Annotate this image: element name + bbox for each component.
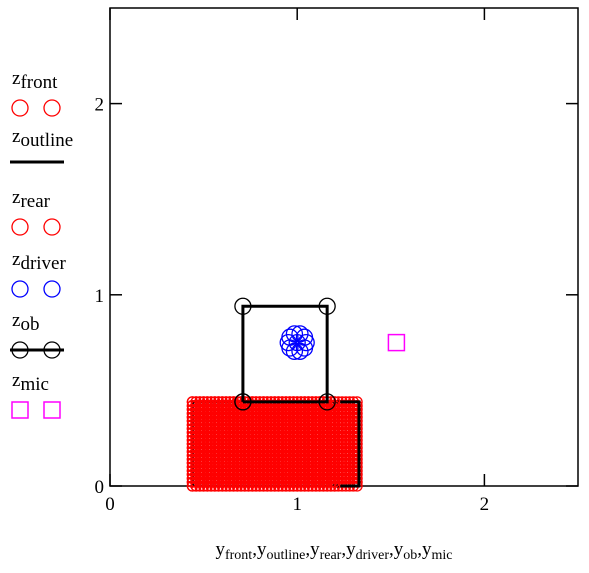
data-point	[328, 438, 341, 450]
series-ob	[234, 297, 336, 411]
data-point	[351, 434, 363, 446]
data-point	[318, 393, 336, 411]
data-point	[328, 480, 341, 492]
axis-tick-labels: 0 1 2 0 1 2	[95, 95, 490, 515]
data-point	[295, 339, 314, 357]
data-point	[288, 333, 306, 352]
data-point	[387, 333, 406, 352]
data-point	[328, 407, 341, 419]
x-tick-label: 2	[480, 494, 490, 515]
data-point	[351, 422, 363, 435]
data-point	[351, 407, 363, 419]
axis-ticks	[109, 8, 578, 487]
y-tick-label: 2	[95, 95, 105, 116]
data-point	[318, 297, 336, 315]
data-point	[328, 472, 341, 485]
data-point	[351, 453, 363, 465]
data-point	[234, 393, 252, 411]
data-point	[328, 453, 341, 465]
data-point	[234, 297, 252, 315]
data-point	[351, 438, 363, 450]
data-point	[351, 415, 363, 427]
data-point	[328, 415, 341, 427]
data-point	[328, 465, 341, 477]
data-point	[328, 426, 341, 439]
data-point	[351, 419, 363, 431]
data-point	[297, 333, 315, 352]
legend-marker	[43, 99, 61, 117]
data-point	[281, 339, 299, 357]
chart-marks	[186, 297, 406, 492]
data-point	[279, 333, 297, 352]
series-driver	[279, 325, 315, 360]
data-point	[351, 411, 363, 423]
legend: zfront zoutline zrear zdriver zob zmic	[10, 68, 73, 419]
legend-marker	[11, 401, 29, 419]
legend-label-ob: zob	[12, 310, 39, 335]
data-point	[351, 465, 363, 477]
data-point	[351, 403, 363, 416]
data-point	[351, 461, 363, 473]
legend-marker	[43, 341, 61, 359]
data-point	[328, 430, 341, 442]
data-point	[351, 442, 363, 454]
data-point	[328, 422, 341, 435]
data-point	[328, 434, 341, 446]
legend-label-mic: zmic	[12, 370, 49, 395]
data-point	[285, 342, 304, 360]
data-point	[328, 461, 341, 473]
data-point	[351, 449, 363, 462]
legend-marker	[11, 99, 29, 117]
data-point	[328, 442, 341, 454]
x-axis-label: yfront,youtline,yrear,ydriver,yob,ymic	[215, 539, 452, 563]
legend-marker	[43, 280, 61, 298]
data-point	[351, 472, 363, 485]
data-point	[351, 426, 363, 439]
series-mic	[387, 333, 406, 352]
data-point	[328, 468, 341, 481]
data-point	[328, 457, 341, 469]
legend-marker	[11, 218, 29, 236]
y-tick-label: 1	[95, 286, 105, 307]
data-point	[328, 445, 341, 458]
legend-label-front: zfront	[12, 68, 58, 93]
legend-label-driver: zdriver	[12, 249, 66, 274]
x-tick-label: 0	[105, 494, 115, 515]
legend-marker	[11, 280, 29, 298]
legend-marker	[43, 401, 61, 419]
data-point	[328, 449, 341, 462]
legend-marker	[43, 218, 61, 236]
legend-label-rear: zrear	[12, 187, 51, 212]
series-line	[241, 304, 329, 404]
legend-marker	[11, 341, 29, 359]
data-point	[351, 457, 363, 469]
data-point	[328, 396, 341, 408]
data-point	[328, 419, 341, 431]
x-tick-label: 1	[292, 494, 302, 515]
data-point	[351, 445, 363, 458]
data-point	[328, 411, 341, 423]
y-tick-label: 0	[95, 477, 105, 498]
data-point	[351, 468, 363, 481]
legend-label-outline: zoutline	[12, 126, 73, 151]
data-point	[351, 430, 363, 442]
data-point	[328, 476, 341, 488]
series-rear	[186, 396, 341, 492]
data-point	[291, 342, 309, 360]
